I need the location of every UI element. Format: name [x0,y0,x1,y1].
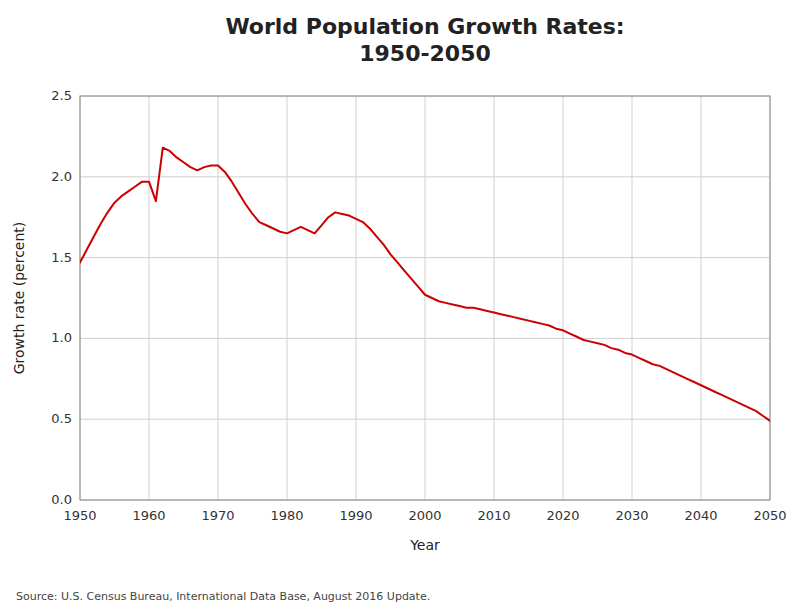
y-axis-label: Growth rate (percent) [11,222,27,375]
x-tick-label: 2040 [684,508,717,523]
plot-frame [80,96,770,500]
chart: World Population Growth Rates:1950-2050 0… [0,0,800,616]
title: World Population Growth Rates:1950-2050 [225,14,624,66]
line [80,148,770,421]
x-grid-line [701,96,702,500]
x-axis-label: Year [409,537,440,553]
x-grid-line [287,96,288,500]
x-tick-label: 1980 [270,508,303,523]
grid [80,96,770,500]
x-tick-label: 2030 [615,508,648,523]
y-tick-label: 1.0 [51,330,72,345]
source-note: Source: U.S. Census Bureau, Internationa… [16,590,430,603]
x-tick-label: 2050 [753,508,786,523]
x-tick-label: 1960 [132,508,165,523]
x-tick-label: 1950 [63,508,96,523]
series [80,148,770,421]
y-tick-label: 1.5 [51,250,72,265]
y-tick-label: 2.0 [51,169,72,184]
x-grid-line [494,96,495,500]
x-grid-line [218,96,219,500]
x-tick-label: 2000 [408,508,441,523]
axes: 0.0 0.5 1.0 1.5 2.0 2.5 1950 1960 1970 1980 1990 20… [51,88,786,523]
x-tick-label: 2010 [477,508,510,523]
x-grid-line [632,96,633,500]
x-grid-line [563,96,564,500]
y-tick-label: 0.0 [51,492,72,507]
x-grid-line [149,96,150,500]
x-tick-label: 1970 [201,508,234,523]
y-tick-label: 0.5 [51,411,72,426]
y-tick-label: 2.5 [51,88,72,103]
title-line: 1950-2050 [359,41,491,66]
x-tick-label: 1990 [339,508,372,523]
x-grid-line [356,96,357,500]
x-grid-line [425,96,426,500]
title-line: World Population Growth Rates: [225,14,624,39]
x-tick-label: 2020 [546,508,579,523]
